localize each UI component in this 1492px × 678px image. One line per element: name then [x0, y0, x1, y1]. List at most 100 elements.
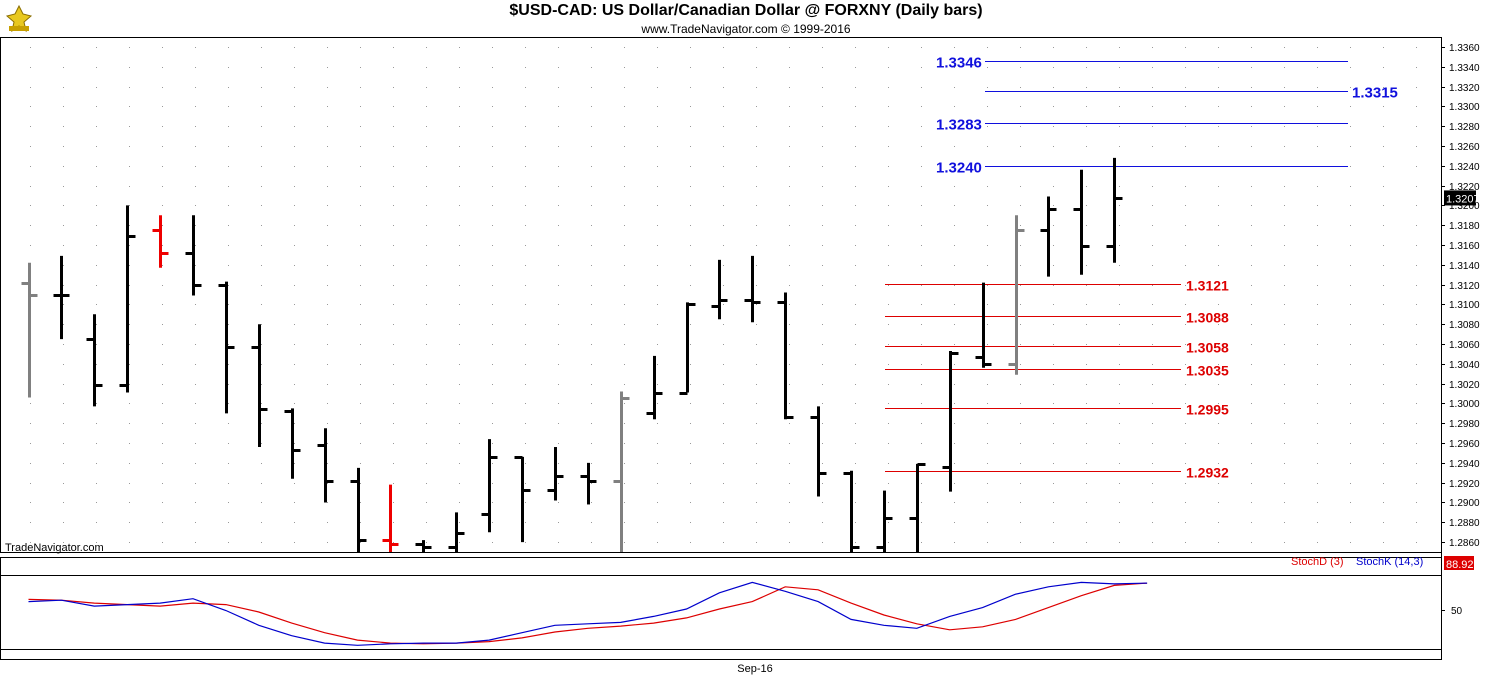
- grid-dot: [96, 502, 97, 503]
- grid-dot: [393, 67, 394, 68]
- grid-dot: [261, 126, 262, 127]
- grid-dot: [624, 364, 625, 365]
- grid-dot: [1086, 186, 1087, 187]
- grid-dot: [723, 423, 724, 424]
- grid-dot: [1119, 423, 1120, 424]
- ohlc-bar: [646, 355, 663, 420]
- grid-dot: [1020, 483, 1021, 484]
- grid-dot: [1383, 106, 1384, 107]
- ohlc-bar: [1040, 196, 1057, 277]
- grid-dot: [1218, 304, 1219, 305]
- grid-dot: [888, 483, 889, 484]
- grid-dot: [294, 67, 295, 68]
- grid-dot: [195, 47, 196, 48]
- grid-dot: [723, 146, 724, 147]
- grid-dot: [855, 186, 856, 187]
- grid-dot: [1251, 384, 1252, 385]
- grid-dot: [129, 364, 130, 365]
- tradenavigator-logo-icon: [4, 4, 34, 39]
- x-axis-label: Sep-16: [737, 663, 772, 675]
- grid-dot: [360, 245, 361, 246]
- grid-dot: [1284, 463, 1285, 464]
- grid-dot: [954, 443, 955, 444]
- grid-dot: [63, 87, 64, 88]
- grid-dot: [1020, 443, 1021, 444]
- grid-dot: [1086, 483, 1087, 484]
- grid-dot: [1152, 67, 1153, 68]
- grid-dot: [1185, 344, 1186, 345]
- grid-dot: [492, 285, 493, 286]
- grid-dot: [822, 166, 823, 167]
- grid-dot: [261, 87, 262, 88]
- grid-dot: [921, 344, 922, 345]
- grid-dot: [1251, 304, 1252, 305]
- grid-dot: [657, 67, 658, 68]
- ohlc-bar: [218, 281, 235, 414]
- grid-dot: [1152, 483, 1153, 484]
- grid-dot: [459, 324, 460, 325]
- grid-dot: [1284, 265, 1285, 266]
- grid-dot: [690, 542, 691, 543]
- grid-dot: [30, 245, 31, 246]
- grid-dot: [426, 67, 427, 68]
- grid-dot: [1152, 225, 1153, 226]
- grid-dot: [96, 245, 97, 246]
- grid-dot: [393, 502, 394, 503]
- grid-dot: [228, 87, 229, 88]
- grid-dot: [921, 364, 922, 365]
- grid-dot: [657, 483, 658, 484]
- grid-dot: [1053, 285, 1054, 286]
- grid-dot: [459, 443, 460, 444]
- ohlc-bar: [415, 540, 432, 552]
- grid-dot: [261, 344, 262, 345]
- grid-dot: [63, 443, 64, 444]
- grid-dot: [294, 265, 295, 266]
- grid-dot: [756, 483, 757, 484]
- grid-dot: [624, 483, 625, 484]
- grid-dot: [1251, 364, 1252, 365]
- grid-dot: [459, 47, 460, 48]
- grid-dot: [63, 542, 64, 543]
- grid-dot: [789, 364, 790, 365]
- grid-dot: [756, 265, 757, 266]
- grid-dot: [888, 245, 889, 246]
- grid-dot: [327, 146, 328, 147]
- grid-dot: [1086, 443, 1087, 444]
- grid-dot: [360, 423, 361, 424]
- grid-dot: [327, 423, 328, 424]
- grid-dot: [327, 522, 328, 523]
- grid-dot: [1416, 463, 1417, 464]
- grid-dot: [1020, 106, 1021, 107]
- grid-dot: [1053, 67, 1054, 68]
- grid-dot: [492, 483, 493, 484]
- grid-dot: [525, 106, 526, 107]
- grid-dot: [1416, 285, 1417, 286]
- grid-dot: [1350, 166, 1351, 167]
- grid-dot: [327, 47, 328, 48]
- ohlc-bar: [711, 259, 728, 320]
- grid-dot: [459, 403, 460, 404]
- grid-dot: [954, 423, 955, 424]
- grid-dot: [987, 245, 988, 246]
- grid-dot: [360, 542, 361, 543]
- grid-dot: [96, 304, 97, 305]
- grid-dot: [690, 344, 691, 345]
- grid-dot: [393, 285, 394, 286]
- grid-dot: [624, 522, 625, 523]
- grid-dot: [1218, 285, 1219, 286]
- grid-dot: [987, 522, 988, 523]
- grid-dot: [261, 423, 262, 424]
- grid-dot: [162, 522, 163, 523]
- grid-dot: [1185, 67, 1186, 68]
- grid-dot: [1416, 542, 1417, 543]
- grid-dot: [393, 205, 394, 206]
- grid-dot: [1416, 225, 1417, 226]
- grid-dot: [1284, 285, 1285, 286]
- grid-dot: [129, 166, 130, 167]
- grid-dot: [1185, 205, 1186, 206]
- grid-dot: [261, 106, 262, 107]
- grid-dot: [261, 166, 262, 167]
- grid-dot: [1251, 47, 1252, 48]
- grid-dot: [1317, 463, 1318, 464]
- grid-dot: [954, 225, 955, 226]
